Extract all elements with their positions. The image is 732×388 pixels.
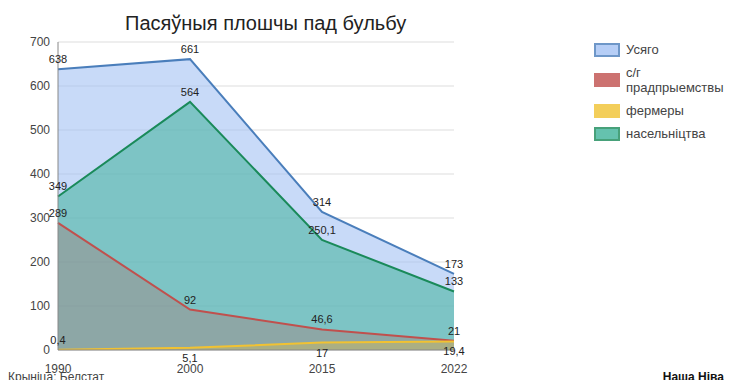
svg-text:400: 400: [30, 167, 50, 181]
svg-text:46,6: 46,6: [311, 313, 332, 325]
svg-text:564: 564: [181, 86, 199, 98]
svg-text:600: 600: [30, 79, 50, 93]
svg-text:700: 700: [30, 35, 50, 49]
svg-text:2015: 2015: [309, 362, 336, 376]
svg-text:314: 314: [313, 196, 331, 208]
svg-text:17: 17: [316, 347, 328, 359]
svg-text:250,1: 250,1: [308, 224, 336, 236]
svg-text:500: 500: [30, 123, 50, 137]
svg-text:173: 173: [445, 258, 463, 270]
svg-text:92: 92: [184, 294, 196, 306]
svg-text:349: 349: [49, 180, 67, 192]
svg-text:100: 100: [30, 299, 50, 313]
svg-text:638: 638: [49, 53, 67, 65]
svg-text:289: 289: [49, 207, 67, 219]
svg-text:0,4: 0,4: [50, 334, 65, 346]
svg-text:19,4: 19,4: [443, 345, 464, 357]
svg-text:133: 133: [445, 275, 463, 287]
svg-text:300: 300: [30, 211, 50, 225]
svg-text:200: 200: [30, 255, 50, 269]
svg-text:21: 21: [448, 325, 460, 337]
svg-text:2022: 2022: [441, 362, 468, 376]
svg-text:5,1: 5,1: [182, 352, 197, 364]
svg-text:0: 0: [43, 343, 50, 357]
svg-text:661: 661: [181, 43, 199, 55]
